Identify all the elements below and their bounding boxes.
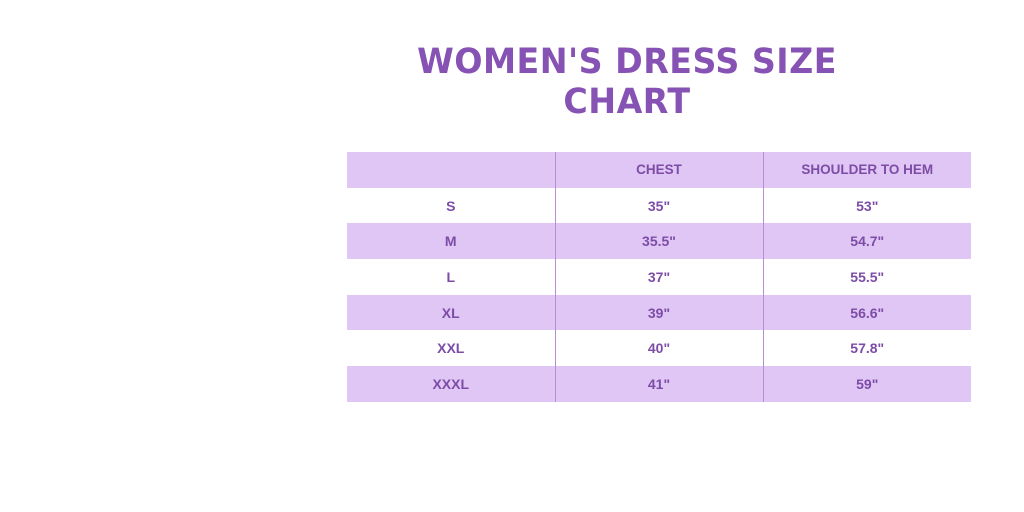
table-row: M 35.5" 54.7"	[347, 223, 971, 260]
table-row: XXXL 41" 59"	[347, 366, 971, 402]
size-cell: XL	[441, 304, 460, 321]
header-shoulder-to-hem: SHOULDER TO HEM	[762, 152, 971, 188]
chest-cell: 41"	[554, 366, 763, 402]
chest-cell: 35.5"	[554, 223, 763, 260]
header-row: CHEST SHOULDER TO HEM	[347, 152, 971, 188]
table-row: XL 39" 56.6"	[347, 294, 971, 331]
size-cell: M	[444, 233, 457, 250]
size-chart-table: CHEST SHOULDER TO HEM S 35" 53" M 35.5" 54.7"…	[347, 152, 971, 402]
size-cell: S	[446, 197, 456, 214]
header-chest: CHEST	[554, 152, 763, 188]
size-cell: XXL	[437, 340, 465, 357]
header-size	[347, 152, 555, 188]
size-cell: L	[446, 268, 456, 285]
shoulder-to-hem-cell: 56.6"	[762, 294, 971, 331]
table-row: S 35" 53"	[347, 187, 971, 224]
size-cell: XXXL	[432, 375, 470, 392]
table-row: XXL 40" 57.8"	[347, 330, 971, 367]
chest-cell: 35"	[554, 187, 763, 224]
shoulder-to-hem-cell: 57.8"	[762, 330, 971, 367]
table-row: L 37" 55.5"	[347, 259, 971, 295]
chest-cell: 39"	[554, 294, 763, 331]
page-title: WOMEN'S DRESS SIZE CHART	[417, 42, 837, 122]
shoulder-to-hem-cell: 53"	[762, 187, 971, 224]
shoulder-to-hem-cell: 54.7"	[762, 223, 971, 260]
shoulder-to-hem-cell: 55.5"	[762, 259, 971, 295]
chest-cell: 37"	[554, 259, 763, 295]
shoulder-to-hem-cell: 59"	[762, 366, 971, 402]
chest-cell: 40"	[554, 330, 763, 367]
